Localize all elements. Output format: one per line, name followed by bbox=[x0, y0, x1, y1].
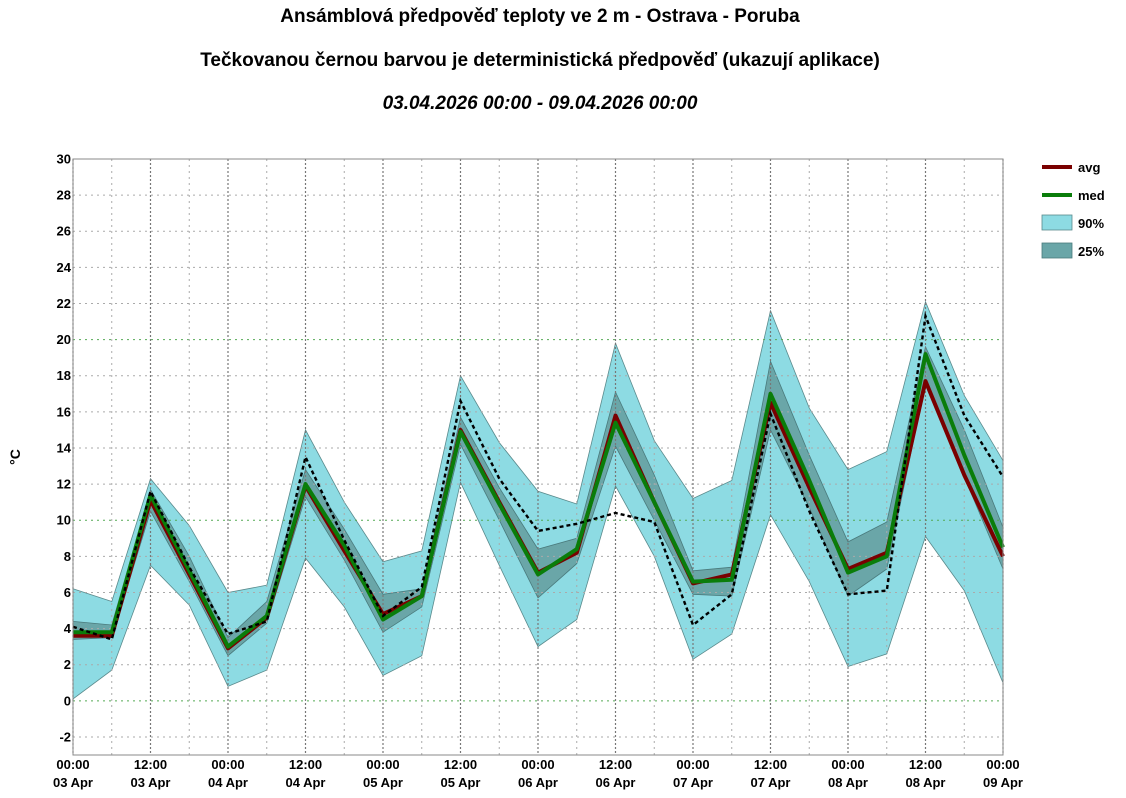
y-tick-label: 10 bbox=[57, 513, 71, 528]
x-tick-label-time: 00:00 bbox=[676, 757, 709, 772]
y-tick-label: 12 bbox=[57, 477, 71, 492]
x-tick-label-time: 12:00 bbox=[134, 757, 167, 772]
y-tick-label: 22 bbox=[57, 296, 71, 311]
x-tick-label-date: 03 Apr bbox=[131, 775, 171, 790]
y-tick-label: 18 bbox=[57, 368, 71, 383]
chart-title: Ansámblová předpověď teploty ve 2 m - Os… bbox=[280, 6, 800, 27]
y-tick-label: 28 bbox=[57, 188, 71, 203]
legend-label: 90% bbox=[1078, 216, 1104, 231]
x-tick-label-date: 07 Apr bbox=[673, 775, 713, 790]
x-tick-label-date: 03 Apr bbox=[53, 775, 93, 790]
y-tick-label: 0 bbox=[64, 693, 71, 708]
x-tick-label-time: 12:00 bbox=[754, 757, 787, 772]
x-tick-label-date: 04 Apr bbox=[208, 775, 248, 790]
x-tick-label-time: 12:00 bbox=[289, 757, 322, 772]
plot-frame bbox=[72, 158, 1004, 756]
legend-label: avg bbox=[1078, 160, 1100, 175]
legend-label: med bbox=[1078, 188, 1105, 203]
grid-layer bbox=[72, 158, 1004, 755]
x-tick-labels: 00:00 03 Apr 12:00 03 Apr 00:00 04 Apr 12:00 04… bbox=[53, 757, 1023, 790]
x-tick-label-date: 08 Apr bbox=[906, 775, 946, 790]
y-tick-label: 26 bbox=[57, 224, 71, 239]
x-tick-label-time: 00:00 bbox=[366, 757, 399, 772]
x-tick-label-date: 09 Apr bbox=[983, 775, 1023, 790]
series-med-line bbox=[73, 352, 1005, 649]
lines-layer bbox=[72, 311, 1005, 651]
legend-swatch-band-90 bbox=[1041, 214, 1073, 231]
x-tick-label-time: 12:00 bbox=[444, 757, 477, 772]
x-tick-label-time: 12:00 bbox=[909, 757, 942, 772]
y-tick-label: 8 bbox=[64, 549, 71, 564]
y-tick-label: 4 bbox=[64, 621, 72, 636]
x-tick-label-time: 00:00 bbox=[986, 757, 1019, 772]
legend: avg med 90% 25% bbox=[1041, 160, 1105, 259]
x-tick-label-date: 05 Apr bbox=[441, 775, 481, 790]
x-tick-label-time: 00:00 bbox=[211, 757, 244, 772]
legend-label: 25% bbox=[1078, 244, 1104, 259]
x-tick-label-time: 12:00 bbox=[599, 757, 632, 772]
x-tick-label-time: 00:00 bbox=[831, 757, 864, 772]
y-tick-label: 20 bbox=[57, 332, 71, 347]
x-tick-label-date: 04 Apr bbox=[286, 775, 326, 790]
x-tick-label-time: 00:00 bbox=[521, 757, 554, 772]
y-tick-label: 14 bbox=[57, 440, 72, 455]
y-tick-label: 30 bbox=[57, 152, 71, 167]
date-range: 03.04.2026 00:00 - 09.04.2026 00:00 bbox=[382, 93, 698, 114]
y-tick-label: 6 bbox=[64, 585, 71, 600]
series-deterministic-line bbox=[72, 311, 1005, 641]
y-axis-label: °C bbox=[7, 449, 23, 465]
x-tick-label-date: 08 Apr bbox=[828, 775, 868, 790]
x-tick-label-date: 06 Apr bbox=[518, 775, 558, 790]
x-tick-label-date: 05 Apr bbox=[363, 775, 403, 790]
chart-subtitle: Tečkovanou černou barvou je deterministi… bbox=[200, 50, 880, 71]
y-tick-label: 2 bbox=[64, 657, 71, 672]
legend-swatch-band-25 bbox=[1041, 242, 1073, 259]
x-tick-label-date: 07 Apr bbox=[751, 775, 791, 790]
y-tick-label: -2 bbox=[59, 729, 71, 744]
x-tick-label-date: 06 Apr bbox=[596, 775, 636, 790]
y-tick-label: 24 bbox=[57, 260, 72, 275]
x-tick-label-time: 00:00 bbox=[56, 757, 89, 772]
y-tick-label: 16 bbox=[57, 404, 71, 419]
